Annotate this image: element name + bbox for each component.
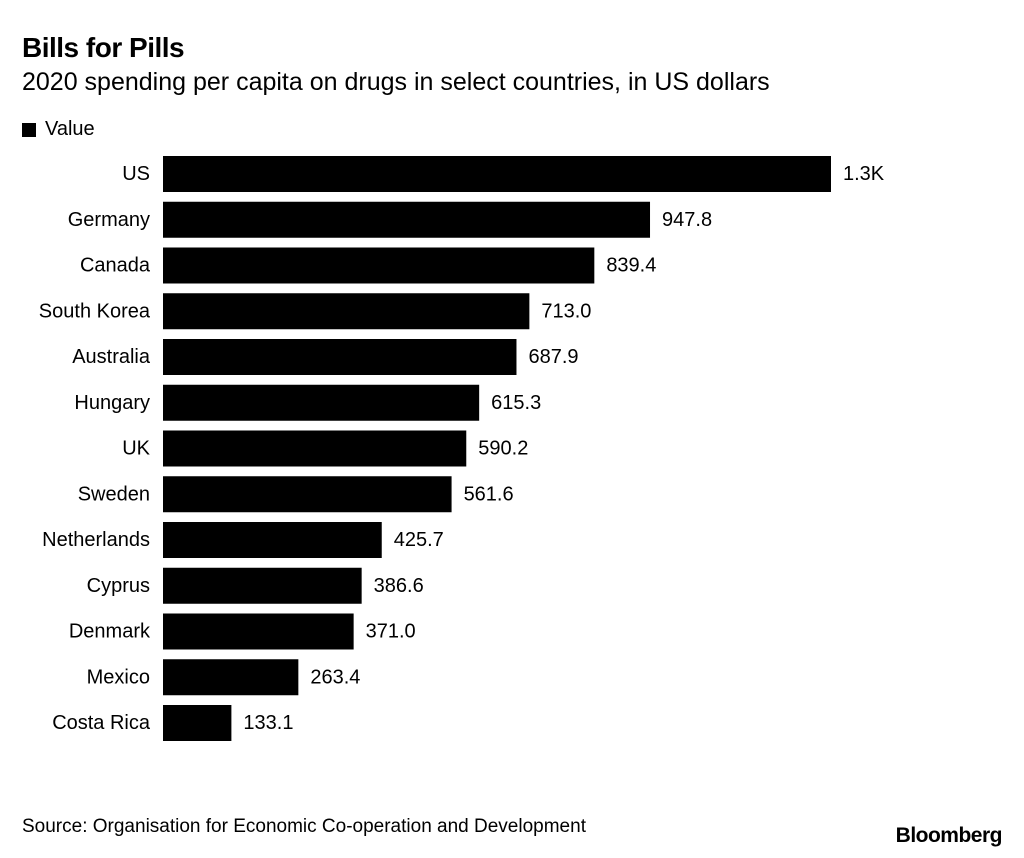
category-label-south-korea: South Korea	[39, 300, 151, 322]
bar-costa-rica	[163, 705, 232, 741]
value-label-south-korea: 713.0	[541, 300, 591, 322]
bar-sweden	[163, 476, 452, 513]
bar-australia	[163, 339, 517, 375]
legend-swatch	[22, 122, 36, 137]
bar-cyprus	[163, 567, 362, 604]
value-label-mexico: 263.4	[310, 666, 360, 688]
value-label-canada: 839.4	[606, 255, 656, 277]
bar-denmark	[163, 613, 354, 650]
value-label-us: 1.3K	[843, 163, 885, 185]
legend-label: Value	[45, 118, 95, 140]
bar-south-korea	[163, 293, 530, 330]
category-label-us: US	[122, 163, 150, 185]
bar-chart: US 1.3K Germany 947.8 Canada 839.4 South Korea…	[39, 156, 885, 741]
category-label-cyprus: Cyprus	[87, 575, 150, 597]
category-label-canada: Canada	[80, 255, 151, 277]
bar-us	[163, 156, 831, 192]
bar-netherlands	[163, 522, 382, 558]
source-note: Source: Organisation for Economic Co-ope…	[22, 816, 586, 837]
category-label-netherlands: Netherlands	[42, 529, 150, 551]
category-label-sweden: Sweden	[78, 483, 150, 505]
category-label-australia: Australia	[72, 346, 151, 368]
chart-subtitle: 2020 spending per capita on drugs in sel…	[22, 68, 770, 96]
bar-mexico	[163, 659, 299, 696]
bar-hungary	[163, 384, 480, 421]
legend: Value	[22, 118, 95, 141]
chart-title: Bills for Pills	[22, 32, 185, 63]
brand-logo: Bloomberg	[895, 824, 1003, 847]
value-label-uk: 590.2	[478, 438, 528, 460]
value-label-cyprus: 386.6	[374, 575, 424, 597]
value-label-netherlands: 425.7	[394, 529, 444, 551]
value-label-sweden: 561.6	[464, 483, 514, 505]
category-label-denmark: Denmark	[69, 621, 151, 643]
value-label-germany: 947.8	[662, 209, 712, 231]
category-label-mexico: Mexico	[87, 666, 150, 688]
category-label-hungary: Hungary	[74, 392, 150, 414]
bar-germany	[163, 201, 651, 238]
value-label-costa-rica: 133.1	[243, 712, 293, 734]
value-label-australia: 687.9	[528, 346, 578, 368]
bar-canada	[163, 247, 595, 284]
value-label-denmark: 371.0	[366, 621, 416, 643]
category-label-germany: Germany	[68, 209, 150, 231]
bar-uk	[163, 430, 467, 467]
category-label-uk: UK	[122, 438, 150, 460]
value-label-hungary: 615.3	[491, 392, 541, 414]
category-label-costa-rica: Costa Rica	[52, 712, 151, 734]
